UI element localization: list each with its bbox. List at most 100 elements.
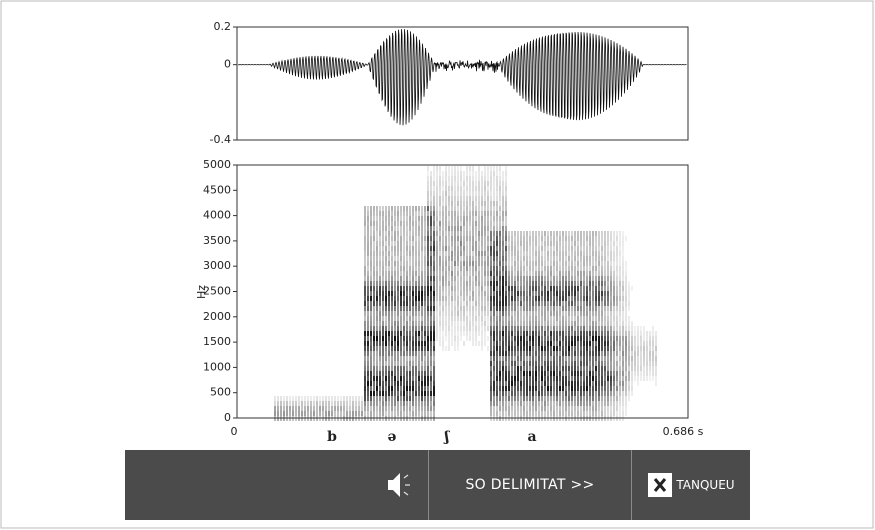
spectral-cell xyxy=(619,281,621,286)
spectral-cell xyxy=(595,351,597,356)
y-tick-label: 0 xyxy=(224,411,231,424)
spectral-cell xyxy=(364,341,366,346)
spectral-cell xyxy=(442,216,444,221)
spectral-cell xyxy=(652,376,654,381)
spectral-cell xyxy=(406,311,408,316)
spectral-cell xyxy=(622,316,624,321)
spectral-cell xyxy=(535,381,537,386)
spectral-cell xyxy=(604,231,606,236)
spectral-cell xyxy=(535,396,537,401)
spectral-cell xyxy=(355,411,357,416)
spectral-cell xyxy=(514,331,516,336)
spectral-cell xyxy=(625,366,627,371)
spectral-cell xyxy=(628,296,630,301)
spectral-cell xyxy=(535,291,537,296)
spectral-cell xyxy=(493,311,495,316)
spectral-cell xyxy=(466,236,468,241)
spectral-cell xyxy=(487,276,489,281)
spectral-cell xyxy=(619,371,621,376)
spectral-cell xyxy=(418,296,420,301)
spectral-cell xyxy=(421,346,423,351)
spectral-cell xyxy=(547,296,549,301)
spectral-cell xyxy=(439,216,441,221)
spectral-cell xyxy=(469,171,471,176)
spectral-cell xyxy=(589,411,591,416)
spectral-cell xyxy=(583,241,585,246)
spectral-cell xyxy=(523,401,525,406)
spectral-cell xyxy=(403,216,405,221)
spectral-cell xyxy=(313,401,315,406)
spectral-cell xyxy=(526,296,528,301)
spectral-cell xyxy=(577,331,579,336)
spectral-cell xyxy=(571,396,573,401)
spectral-cell xyxy=(364,276,366,281)
spectral-cell xyxy=(364,291,366,296)
spectral-cell xyxy=(628,286,630,291)
spectral-cell xyxy=(484,316,486,321)
spectral-cell xyxy=(427,231,429,236)
spectral-cell xyxy=(397,286,399,291)
spectral-cell xyxy=(385,246,387,251)
spectral-cell xyxy=(598,291,600,296)
spectral-cell xyxy=(496,281,498,286)
spectral-cell xyxy=(424,316,426,321)
spectral-cell xyxy=(604,336,606,341)
play-button[interactable] xyxy=(125,450,428,520)
spectral-cell xyxy=(589,286,591,291)
spectral-cell xyxy=(430,246,432,251)
spectral-cell xyxy=(538,266,540,271)
spectral-cell xyxy=(631,356,633,361)
spectral-cell xyxy=(505,371,507,376)
spectral-cell xyxy=(499,316,501,321)
spectral-cell xyxy=(595,361,597,366)
spectral-cell xyxy=(448,346,450,351)
spectral-cell xyxy=(514,291,516,296)
spectral-cell xyxy=(625,321,627,326)
spectral-cell xyxy=(514,386,516,391)
spectral-cell xyxy=(613,336,615,341)
spectral-cell xyxy=(598,406,600,411)
spectral-cell xyxy=(604,271,606,276)
spectral-cell xyxy=(403,381,405,386)
spectral-cell xyxy=(631,341,633,346)
spectral-cell xyxy=(442,201,444,206)
spectral-cell xyxy=(490,371,492,376)
spectral-cell xyxy=(523,276,525,281)
spectral-cell xyxy=(445,181,447,186)
close-button[interactable]: TANQUEU xyxy=(631,450,751,520)
spectral-cell xyxy=(583,246,585,251)
spectral-cell xyxy=(547,316,549,321)
spectral-cell xyxy=(451,241,453,246)
spectral-cell xyxy=(463,256,465,261)
spectral-cell xyxy=(586,351,588,356)
spectral-cell xyxy=(487,226,489,231)
spectral-cell xyxy=(523,361,525,366)
spectral-cell xyxy=(613,346,615,351)
spectral-cell xyxy=(547,266,549,271)
spectral-cell xyxy=(400,221,402,226)
spectral-cell xyxy=(454,231,456,236)
spectral-cell xyxy=(598,366,600,371)
spectral-cell xyxy=(427,376,429,381)
spectral-cell xyxy=(535,266,537,271)
spectral-cell xyxy=(544,251,546,256)
spectral-cell xyxy=(532,271,534,276)
spectral-cell xyxy=(499,326,501,331)
spectral-cell xyxy=(391,396,393,401)
spectral-cell xyxy=(415,306,417,311)
spectral-cell xyxy=(634,366,636,371)
spectral-cell xyxy=(475,316,477,321)
spectral-cell xyxy=(616,396,618,401)
spectral-cell xyxy=(400,256,402,261)
spectral-cell xyxy=(436,221,438,226)
spectral-cell xyxy=(409,306,411,311)
spectral-cell xyxy=(487,321,489,326)
spectral-cell xyxy=(508,361,510,366)
spectral-cell xyxy=(586,231,588,236)
next-button[interactable]: SO DELIMITAT >> xyxy=(428,450,631,520)
spectral-cell xyxy=(424,251,426,256)
spectral-cell xyxy=(613,246,615,251)
spectral-cell xyxy=(559,366,561,371)
spectral-cell xyxy=(502,266,504,271)
spectral-cell xyxy=(379,361,381,366)
